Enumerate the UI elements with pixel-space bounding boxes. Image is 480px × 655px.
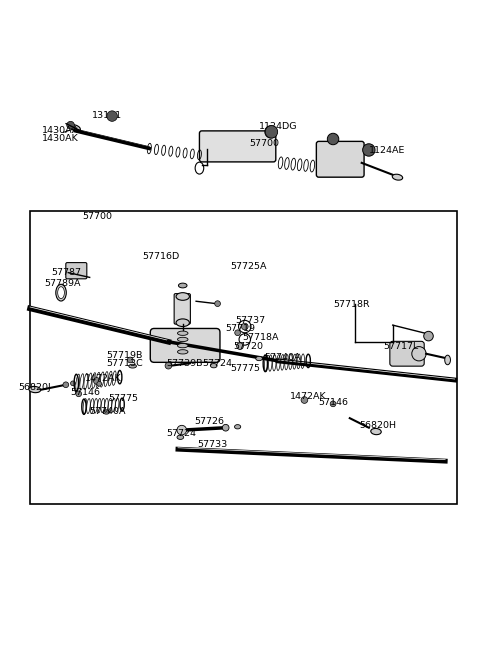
Text: 1430AA: 1430AA [42, 126, 79, 135]
Text: 57739B: 57739B [166, 359, 203, 368]
Circle shape [265, 126, 278, 138]
Text: 57719: 57719 [226, 324, 256, 333]
FancyBboxPatch shape [174, 293, 191, 324]
Circle shape [327, 133, 339, 145]
Text: 57724: 57724 [166, 429, 196, 438]
Text: 57789A: 57789A [44, 279, 81, 288]
Circle shape [71, 381, 75, 386]
Text: 57725A: 57725A [230, 262, 267, 271]
Text: 1124DG: 1124DG [259, 122, 298, 130]
Ellipse shape [178, 337, 188, 341]
Ellipse shape [392, 174, 403, 180]
Circle shape [165, 362, 172, 369]
Ellipse shape [129, 364, 136, 368]
Ellipse shape [179, 283, 187, 288]
Ellipse shape [371, 428, 381, 435]
Circle shape [222, 424, 229, 431]
Ellipse shape [103, 410, 110, 414]
Circle shape [301, 397, 308, 403]
FancyBboxPatch shape [199, 131, 276, 162]
Text: 57146: 57146 [319, 398, 349, 407]
Circle shape [412, 346, 426, 361]
Text: 56820J: 56820J [18, 383, 51, 392]
Ellipse shape [58, 287, 64, 299]
Text: 57775: 57775 [230, 364, 261, 373]
Text: 57713C: 57713C [107, 359, 143, 368]
Circle shape [107, 111, 117, 121]
Text: 1472AK: 1472AK [290, 392, 327, 402]
Ellipse shape [256, 356, 263, 361]
Ellipse shape [445, 355, 450, 365]
Bar [30, 210, 457, 504]
Text: 57700: 57700 [83, 212, 112, 221]
Text: 57716D: 57716D [142, 252, 180, 261]
Ellipse shape [177, 435, 184, 440]
Text: 57737: 57737 [235, 316, 265, 325]
Text: 1472AK: 1472AK [85, 374, 121, 383]
Circle shape [215, 301, 220, 307]
Ellipse shape [178, 343, 188, 348]
Text: 13141: 13141 [92, 111, 122, 120]
Text: 57740A: 57740A [264, 352, 300, 362]
Text: 57719B: 57719B [107, 351, 143, 360]
Circle shape [127, 357, 133, 363]
Text: 1430AK: 1430AK [42, 134, 79, 143]
Text: 56820H: 56820H [360, 421, 396, 430]
Circle shape [330, 401, 336, 407]
Circle shape [94, 378, 100, 384]
Ellipse shape [235, 424, 240, 429]
Ellipse shape [176, 319, 190, 327]
Ellipse shape [210, 364, 217, 368]
Text: 57700: 57700 [250, 140, 279, 148]
Ellipse shape [71, 125, 80, 131]
Ellipse shape [56, 284, 66, 301]
Text: 57146: 57146 [71, 388, 101, 398]
Text: 57726: 57726 [195, 417, 225, 426]
Ellipse shape [176, 293, 190, 300]
Circle shape [241, 323, 248, 330]
Text: 57787: 57787 [51, 268, 82, 276]
Text: 57733: 57733 [197, 440, 228, 449]
Text: 57718R: 57718R [333, 300, 370, 309]
FancyBboxPatch shape [390, 341, 424, 366]
Circle shape [177, 425, 187, 435]
FancyBboxPatch shape [66, 263, 87, 279]
FancyBboxPatch shape [316, 141, 364, 177]
Circle shape [265, 126, 277, 138]
Circle shape [67, 121, 74, 129]
Circle shape [363, 143, 375, 156]
Circle shape [76, 391, 82, 397]
Text: 1124AE: 1124AE [369, 147, 405, 155]
Ellipse shape [178, 350, 188, 354]
FancyBboxPatch shape [150, 328, 220, 362]
Circle shape [424, 331, 433, 341]
Text: 57718A: 57718A [242, 333, 279, 343]
Ellipse shape [178, 331, 188, 335]
Text: 57724: 57724 [202, 359, 232, 368]
Ellipse shape [29, 386, 41, 392]
Circle shape [235, 330, 240, 335]
Text: 57740A: 57740A [90, 407, 126, 415]
Text: 57775: 57775 [109, 394, 139, 403]
Text: 57717L: 57717L [383, 342, 419, 351]
Text: 57720: 57720 [233, 342, 263, 350]
Circle shape [63, 382, 69, 388]
Circle shape [237, 343, 243, 350]
Circle shape [97, 381, 102, 386]
